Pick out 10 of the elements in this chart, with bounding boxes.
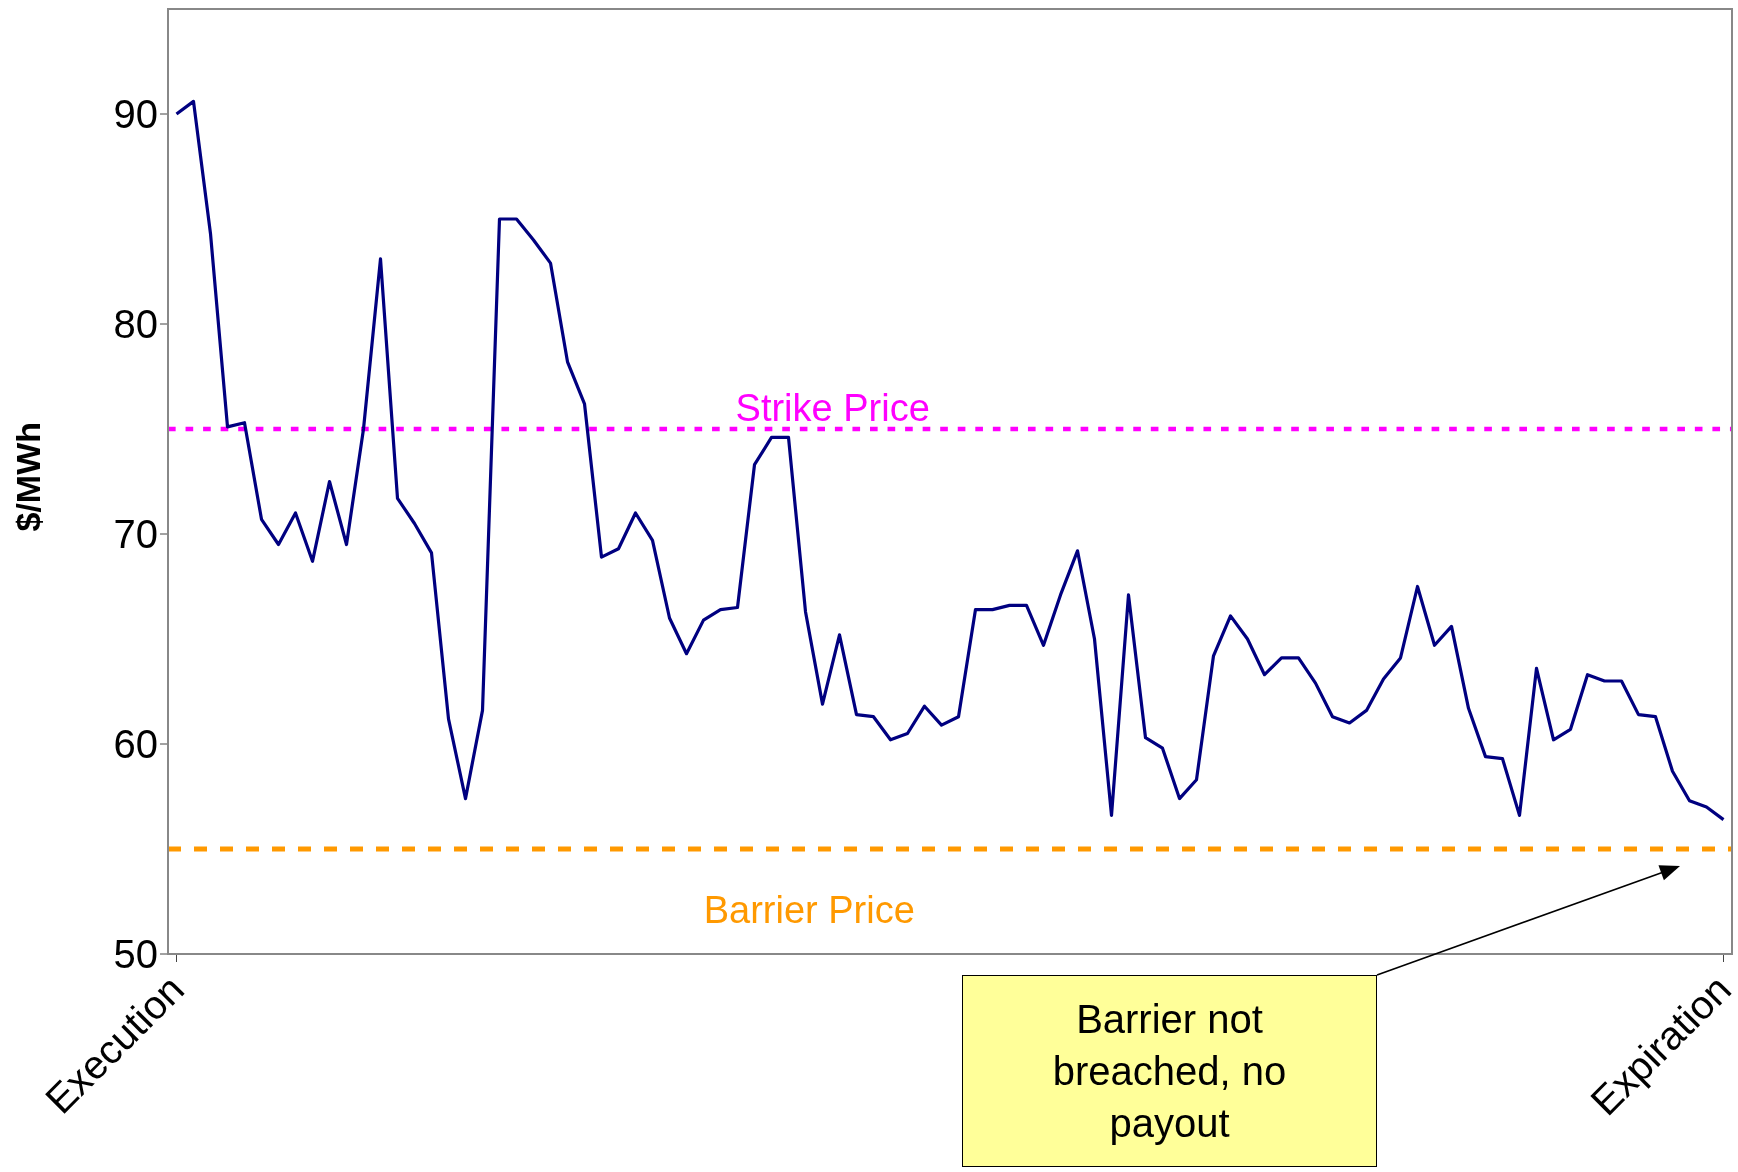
- y-tick-label: 90: [113, 92, 158, 137]
- ref-line-label: Strike Price: [735, 387, 930, 429]
- line-series: [174, 99, 1726, 822]
- ref-line-label: Barrier Price: [703, 889, 915, 931]
- y-tick-label: 70: [113, 512, 158, 557]
- y-tick-label: 60: [113, 722, 158, 767]
- text: Barrier not breached, no payout: [1051, 996, 1288, 1147]
- y-tick-label: 80: [113, 302, 158, 347]
- y-axis-title: $/MWh: [9, 421, 48, 532]
- y-tick-label: 50: [113, 932, 158, 977]
